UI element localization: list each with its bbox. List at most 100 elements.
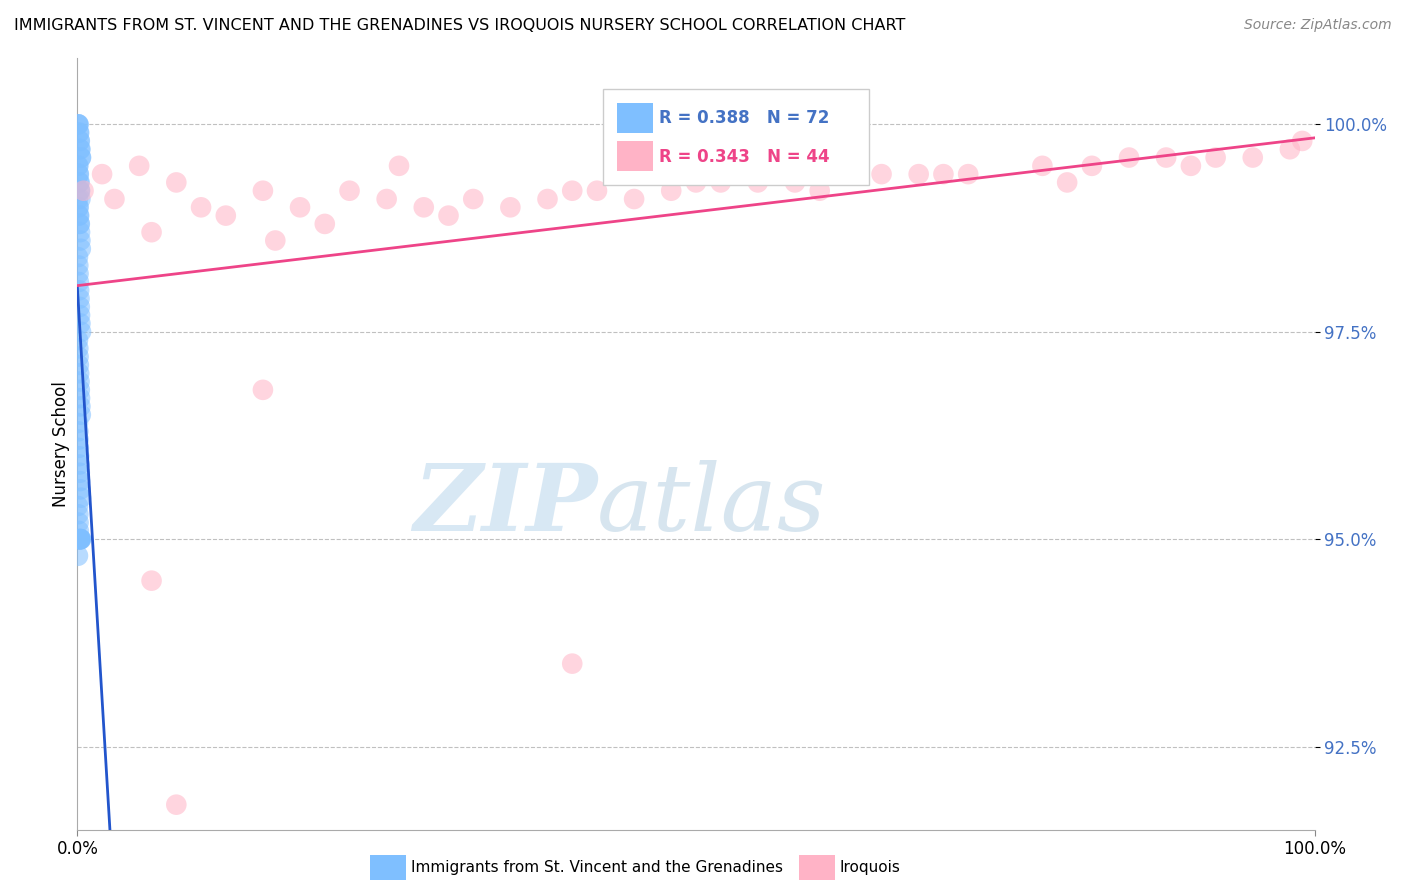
- Point: [685, 176, 707, 190]
- Point: [190, 200, 212, 214]
- Point: [67, 167, 90, 181]
- Text: Immigrants from St. Vincent and the Grenadines: Immigrants from St. Vincent and the Gren…: [411, 861, 783, 875]
- FancyBboxPatch shape: [603, 89, 869, 186]
- Point: [69, 217, 91, 231]
- Point: [314, 217, 336, 231]
- Point: [67, 117, 90, 131]
- Point: [69, 400, 91, 414]
- Point: [69, 234, 91, 248]
- Point: [412, 200, 434, 214]
- Point: [388, 159, 411, 173]
- Text: IMMIGRANTS FROM ST. VINCENT AND THE GRENADINES VS IROQUOIS NURSERY SCHOOL CORREL: IMMIGRANTS FROM ST. VINCENT AND THE GREN…: [14, 18, 905, 33]
- Point: [70, 532, 93, 546]
- Point: [67, 259, 90, 273]
- Point: [69, 532, 91, 546]
- Point: [67, 449, 90, 463]
- Point: [69, 474, 91, 488]
- Point: [69, 217, 91, 231]
- Point: [70, 325, 93, 339]
- Point: [561, 657, 583, 671]
- Point: [69, 134, 91, 148]
- Point: [69, 383, 91, 397]
- Text: Iroquois: Iroquois: [839, 861, 900, 875]
- Point: [69, 242, 91, 256]
- Point: [67, 126, 90, 140]
- Point: [561, 184, 583, 198]
- Y-axis label: Nursery School: Nursery School: [52, 381, 70, 507]
- Point: [69, 308, 91, 322]
- Point: [91, 167, 114, 181]
- Point: [67, 167, 90, 181]
- Point: [67, 508, 90, 522]
- Point: [103, 192, 125, 206]
- Text: R = 0.388   N = 72: R = 0.388 N = 72: [659, 109, 830, 128]
- Point: [67, 350, 90, 364]
- Point: [67, 532, 90, 546]
- Point: [69, 532, 91, 546]
- Point: [165, 797, 187, 812]
- Point: [67, 176, 90, 190]
- Point: [69, 142, 91, 156]
- Point: [69, 192, 91, 206]
- Point: [67, 366, 90, 380]
- Point: [67, 126, 90, 140]
- Point: [69, 134, 91, 148]
- Point: [67, 275, 90, 289]
- Point: [67, 283, 90, 297]
- Point: [69, 176, 91, 190]
- Point: [165, 176, 187, 190]
- Point: [69, 300, 91, 314]
- Point: [437, 209, 460, 223]
- Point: [1180, 159, 1202, 173]
- Point: [215, 209, 238, 223]
- Point: [67, 516, 90, 530]
- Point: [747, 176, 769, 190]
- Point: [67, 117, 90, 131]
- Point: [69, 375, 91, 389]
- Point: [69, 317, 91, 331]
- Point: [536, 192, 558, 206]
- Point: [70, 491, 93, 505]
- Point: [1205, 151, 1227, 165]
- Point: [141, 574, 163, 588]
- Point: [66, 549, 89, 563]
- Point: [128, 159, 150, 173]
- Point: [67, 209, 90, 223]
- Point: [66, 499, 89, 513]
- Point: [67, 209, 90, 223]
- Point: [67, 159, 90, 173]
- Point: [870, 167, 893, 181]
- Text: atlas: atlas: [598, 460, 827, 550]
- Point: [70, 151, 93, 165]
- Point: [1056, 176, 1078, 190]
- Point: [69, 142, 91, 156]
- Point: [69, 225, 91, 239]
- Point: [659, 184, 682, 198]
- Point: [69, 532, 91, 546]
- Point: [834, 167, 856, 181]
- Point: [66, 192, 89, 206]
- Point: [66, 117, 89, 131]
- Point: [808, 184, 831, 198]
- Point: [957, 167, 980, 181]
- Point: [67, 425, 90, 439]
- Point: [339, 184, 361, 198]
- Point: [66, 333, 89, 347]
- Point: [1081, 159, 1104, 173]
- Text: R = 0.343   N = 44: R = 0.343 N = 44: [659, 148, 830, 166]
- Point: [66, 159, 89, 173]
- Point: [67, 200, 90, 214]
- Point: [69, 532, 91, 546]
- Point: [69, 458, 91, 472]
- Point: [72, 184, 94, 198]
- Point: [463, 192, 485, 206]
- Point: [252, 184, 274, 198]
- Point: [1291, 134, 1313, 148]
- Point: [586, 184, 609, 198]
- Point: [141, 225, 163, 239]
- Text: Source: ZipAtlas.com: Source: ZipAtlas.com: [1244, 18, 1392, 32]
- Point: [67, 441, 90, 455]
- Point: [66, 416, 89, 430]
- FancyBboxPatch shape: [617, 141, 652, 171]
- FancyBboxPatch shape: [617, 103, 652, 133]
